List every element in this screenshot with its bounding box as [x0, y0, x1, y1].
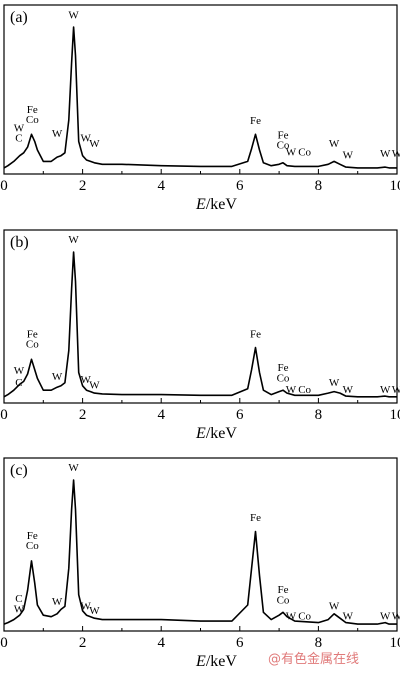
peak-label-w: W: [14, 122, 25, 134]
peak-label-fe: Fe: [27, 530, 38, 542]
peak-label-fe: Fe: [250, 115, 261, 127]
panel-label: (b): [10, 234, 29, 251]
peak-label-w: W: [89, 605, 100, 617]
peak-label-w: W: [286, 611, 297, 623]
x-tick-label: 8: [315, 178, 323, 194]
panel-label: (a): [10, 9, 28, 26]
peak-label-w: W: [14, 603, 25, 615]
x-tick-label: 6: [236, 635, 244, 651]
x-axis-label: E/keV: [195, 425, 237, 442]
peak-label-w: W: [81, 132, 92, 144]
x-axis-label: E/keV: [195, 196, 237, 213]
peak-label-w: W: [81, 374, 92, 386]
x-tick-label: 2: [79, 407, 87, 423]
peak-label-co: Co: [26, 540, 39, 552]
peak-label-w: W: [68, 234, 79, 246]
x-tick-label: 4: [157, 635, 165, 651]
peak-label-fe: Fe: [27, 104, 38, 116]
peak-label-w: W: [68, 9, 79, 21]
peak-label-co: Co: [298, 147, 311, 159]
x-tick-label: 0: [0, 635, 8, 651]
peak-label-fe: Fe: [27, 328, 38, 340]
peak-label-fe: Fe: [278, 362, 289, 374]
peak-label-co: Co: [277, 140, 290, 152]
panel-label: (c): [10, 462, 28, 479]
peak-label-w: W: [52, 596, 63, 608]
peak-label-w: W: [286, 384, 297, 396]
x-tick-label: 6: [236, 407, 244, 423]
peak-label-co: Co: [277, 594, 290, 606]
spectrum-line: [3, 26, 397, 169]
peak-label-w: W: [392, 611, 400, 623]
peak-label-c: C: [15, 377, 22, 389]
peak-label-w: W: [68, 462, 79, 474]
peak-label-w: W: [14, 365, 25, 377]
peak-label-co: Co: [298, 384, 311, 396]
x-tick-label: 10: [390, 407, 400, 423]
peak-label-co: Co: [26, 114, 39, 126]
peak-label-fe: Fe: [250, 328, 261, 340]
x-tick-label: 4: [157, 407, 165, 423]
x-tick-label: 6: [236, 178, 244, 194]
peak-label-w: W: [380, 611, 391, 623]
peak-label-w: W: [329, 600, 340, 612]
peak-label-w: W: [343, 384, 354, 396]
x-tick-label: 8: [315, 407, 323, 423]
peak-label-w: W: [81, 600, 92, 612]
peak-label-fe: Fe: [278, 130, 289, 142]
peak-label-co: Co: [298, 611, 311, 623]
x-tick-label: 4: [157, 178, 165, 194]
peak-label-c: C: [15, 593, 22, 605]
peak-label-w: W: [89, 380, 100, 392]
spectrum-line: [3, 251, 397, 398]
peak-label-fe: Fe: [250, 512, 261, 524]
peak-label-w: W: [392, 148, 400, 160]
x-tick-label: 10: [390, 178, 400, 194]
x-tick-label: 0: [0, 407, 8, 423]
peak-label-w: W: [380, 148, 391, 160]
peak-label-co: Co: [277, 372, 290, 384]
peak-label-w: W: [329, 377, 340, 389]
peak-label-c: C: [15, 132, 22, 144]
x-tick-label: 2: [79, 178, 87, 194]
x-tick-label: 8: [315, 635, 323, 651]
peak-label-fe: Fe: [278, 584, 289, 596]
peak-label-w: W: [89, 138, 100, 150]
peak-label-w: W: [392, 384, 400, 396]
peak-label-w: W: [329, 138, 340, 150]
peak-label-w: W: [52, 128, 63, 140]
peak-label-w: W: [380, 384, 391, 396]
peak-label-w: W: [343, 611, 354, 623]
x-tick-label: 10: [390, 635, 400, 651]
spectrum-line: [3, 479, 397, 625]
x-tick-label: 0: [0, 178, 8, 194]
watermark-text: @有色金属在线: [268, 652, 360, 667]
x-tick-label: 2: [79, 635, 87, 651]
peak-label-co: Co: [26, 339, 39, 351]
peak-label-w: W: [343, 150, 354, 162]
peak-label-w: W: [286, 147, 297, 159]
x-axis-label: E/keV: [195, 653, 237, 670]
peak-label-w: W: [52, 371, 63, 383]
